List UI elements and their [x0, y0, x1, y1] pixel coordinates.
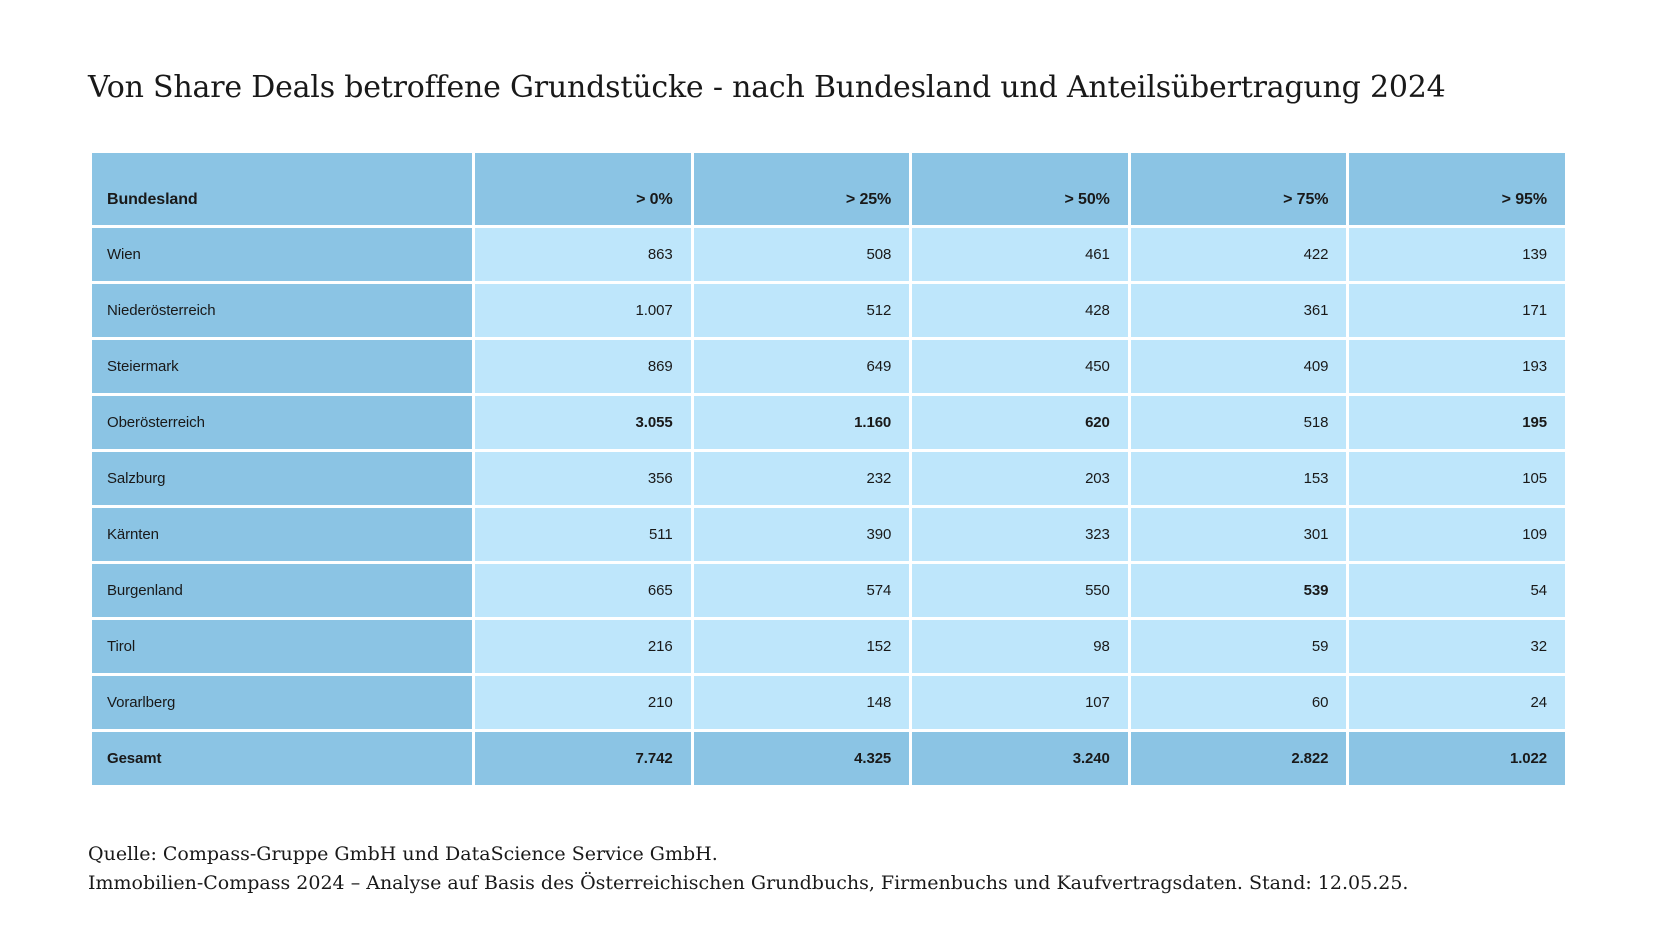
page-title: Von Share Deals betroffene Grundstücke -… [88, 70, 1446, 106]
source-note: Quelle: Compass-Gruppe GmbH und DataScie… [88, 840, 1408, 898]
cell-value: 869 [475, 340, 691, 393]
row-label-steiermark: Steiermark [92, 340, 472, 393]
cell-value: 301 [1130, 508, 1347, 561]
cell-value: 216 [475, 620, 691, 673]
cell-value: 428 [912, 284, 1128, 337]
row-label-gesamt: Gesamt [92, 732, 472, 785]
cell-value: 550 [912, 564, 1128, 617]
row-label-wien: Wien [92, 228, 472, 281]
row-label-kaernten: Kärnten [92, 508, 472, 561]
cell-value: 409 [1130, 340, 1347, 393]
cell-value: 620 [912, 396, 1128, 449]
row-label-tirol: Tirol [92, 620, 472, 673]
total-value: 7.742 [475, 732, 691, 785]
cell-value: 574 [693, 564, 910, 617]
cell-value: 32 [1349, 620, 1565, 673]
cell-value: 59 [1130, 620, 1347, 673]
cell-value: 109 [1349, 508, 1565, 561]
cell-value: 195 [1349, 396, 1565, 449]
row-label-oberoesterreich: Oberösterreich [92, 396, 472, 449]
cell-value: 105 [1349, 452, 1565, 505]
cell-value: 461 [912, 228, 1128, 281]
source-line-1: Quelle: Compass-Gruppe GmbH und DataScie… [88, 843, 718, 865]
cell-value: 512 [693, 284, 910, 337]
cell-value: 232 [693, 452, 910, 505]
cell-value: 193 [1349, 340, 1565, 393]
column-header-gt25: > 25% [693, 153, 910, 225]
cell-value: 3.055 [475, 396, 691, 449]
cell-value: 323 [912, 508, 1128, 561]
cell-value: 422 [1130, 228, 1347, 281]
cell-value: 390 [693, 508, 910, 561]
row-label-salzburg: Salzburg [92, 452, 472, 505]
cell-value: 152 [693, 620, 910, 673]
row-label-burgenland: Burgenland [92, 564, 472, 617]
cell-value: 98 [912, 620, 1128, 673]
cell-value: 511 [475, 508, 691, 561]
cell-value: 649 [693, 340, 910, 393]
cell-value: 171 [1349, 284, 1565, 337]
column-header-gt50: > 50% [912, 153, 1128, 225]
source-line-2: Immobilien-Compass 2024 – Analyse auf Ba… [88, 872, 1409, 894]
row-label-niederoesterreich: Niederösterreich [92, 284, 472, 337]
cell-value: 539 [1130, 564, 1347, 617]
cell-value: 508 [693, 228, 910, 281]
cell-value: 153 [1130, 452, 1347, 505]
cell-value: 24 [1349, 676, 1565, 729]
cell-value: 1.007 [475, 284, 691, 337]
cell-value: 518 [1130, 396, 1347, 449]
column-header-gt0: > 0% [475, 153, 691, 225]
cell-value: 54 [1349, 564, 1565, 617]
cell-value: 60 [1130, 676, 1347, 729]
share-deals-table: Bundesland > 0% > 25% > 50% > 75% > 95% … [92, 153, 1565, 785]
total-value: 1.022 [1349, 732, 1565, 785]
column-header-bundesland: Bundesland [92, 153, 472, 225]
cell-value: 148 [693, 676, 910, 729]
cell-value: 356 [475, 452, 691, 505]
total-value: 2.822 [1130, 732, 1347, 785]
cell-value: 863 [475, 228, 691, 281]
total-value: 4.325 [693, 732, 910, 785]
cell-value: 450 [912, 340, 1128, 393]
row-label-vorarlberg: Vorarlberg [92, 676, 472, 729]
column-header-gt95: > 95% [1349, 153, 1565, 225]
column-header-gt75: > 75% [1130, 153, 1347, 225]
cell-value: 665 [475, 564, 691, 617]
cell-value: 361 [1130, 284, 1347, 337]
cell-value: 203 [912, 452, 1128, 505]
cell-value: 210 [475, 676, 691, 729]
cell-value: 139 [1349, 228, 1565, 281]
cell-value: 1.160 [693, 396, 910, 449]
total-value: 3.240 [912, 732, 1128, 785]
cell-value: 107 [912, 676, 1128, 729]
